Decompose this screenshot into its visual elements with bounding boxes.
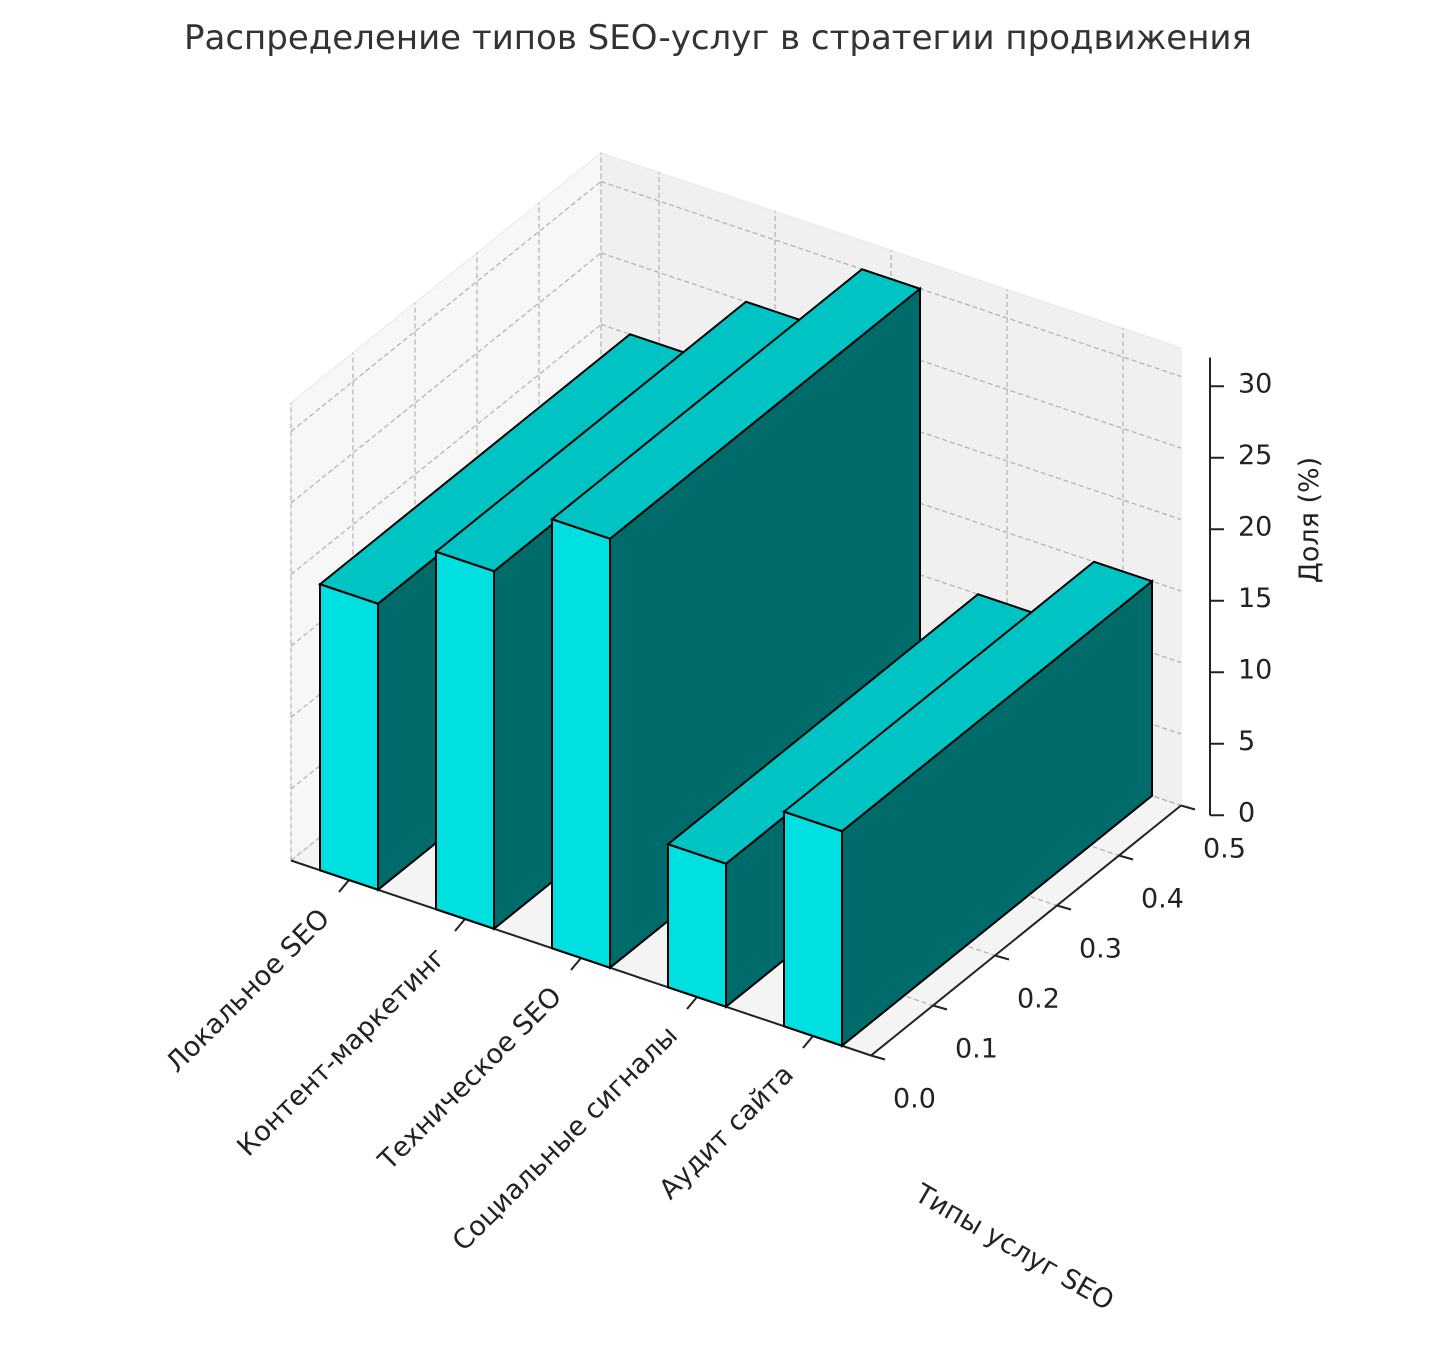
chart-title: Распределение типов SEO-услуг в стратеги… [184, 18, 1252, 58]
y-tick-label: 0.2 [1017, 984, 1060, 1015]
z-tick-label: 25 [1238, 440, 1272, 471]
y-tick-label: 0.3 [1079, 934, 1122, 965]
z-tick-label: 5 [1238, 726, 1255, 757]
x-tick [454, 918, 466, 932]
y-tick [1056, 904, 1072, 911]
y-tick-label: 0.4 [1141, 884, 1184, 915]
z-tick-label: 10 [1238, 654, 1272, 685]
x-axis-label: Типы услуг SEO [909, 1178, 1119, 1317]
y-tick-label: 0.0 [893, 1084, 936, 1115]
x-tick [338, 879, 350, 893]
x-tick [570, 957, 582, 971]
bar-front-face [319, 582, 379, 892]
y-tick [870, 1054, 886, 1061]
x-tick-label: Аудит сайта [653, 1059, 800, 1206]
bar-front-face [783, 810, 843, 1048]
y-axis-line [870, 804, 1182, 1057]
z-tick-label: 30 [1238, 368, 1272, 399]
bar-front-face [551, 517, 611, 970]
z-tick-label: 20 [1238, 511, 1272, 542]
grid-line [290, 324, 602, 575]
grid-line [290, 252, 602, 504]
y-tick [932, 1004, 948, 1011]
x-tick [686, 996, 698, 1010]
x-tick-label: Локальное SEO [160, 903, 336, 1079]
bar-front-face [667, 842, 727, 1009]
x-tick [802, 1035, 814, 1049]
y-tick [1118, 854, 1134, 861]
z-axis-label: Доля (%) [1294, 457, 1325, 583]
y-tick [994, 954, 1010, 961]
grid-line [290, 181, 602, 432]
z-tick-label: 15 [1238, 583, 1272, 614]
z-tick-label: 0 [1238, 797, 1255, 828]
y-tick-label: 0.5 [1203, 834, 1246, 865]
y-tick [1180, 804, 1196, 811]
y-tick-label: 0.1 [955, 1034, 998, 1065]
bar-front-face [435, 550, 495, 931]
